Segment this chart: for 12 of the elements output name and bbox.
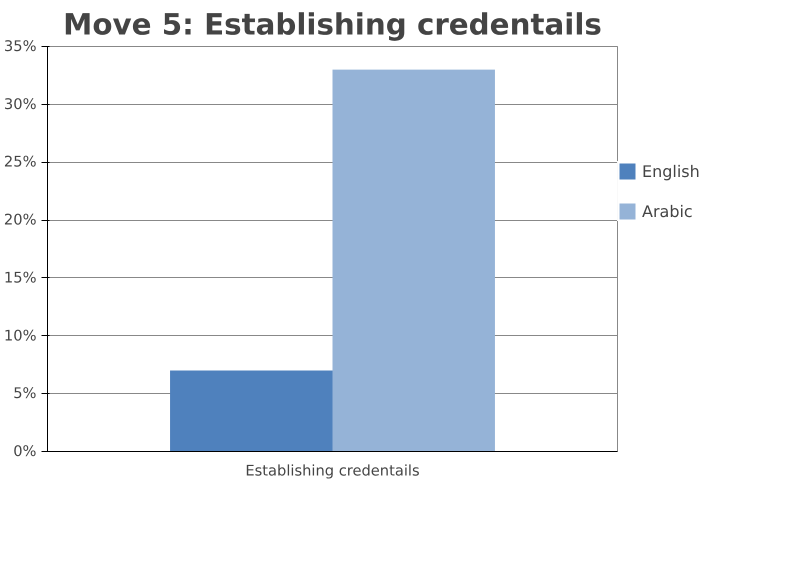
y-tick-label: 35% [4, 38, 37, 55]
y-tick-label: 5% [13, 385, 37, 402]
legend-label: English [642, 162, 701, 180]
y-tick-label: 10% [4, 327, 37, 344]
chart-title: Move 5: Establishing credentails [63, 8, 602, 42]
x-tick-label: Establishing credentails [245, 462, 420, 480]
y-tick-label: 15% [4, 269, 37, 286]
legend-label: Arabic [642, 202, 694, 220]
y-tick-label: 30% [4, 96, 37, 113]
y-tick-label: 25% [4, 154, 37, 171]
y-tick-label: 0% [13, 443, 37, 460]
y-tick-label: 20% [4, 212, 37, 229]
